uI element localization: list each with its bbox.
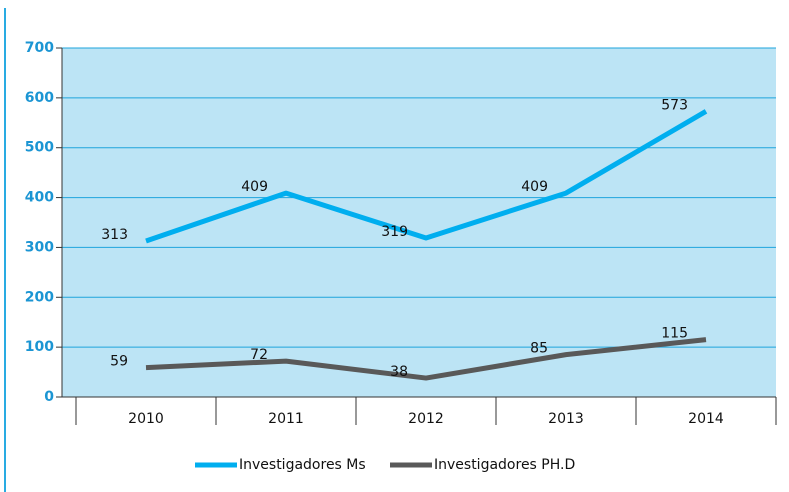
y-tick-label: 500 xyxy=(25,140,54,156)
series-line xyxy=(145,109,708,244)
data-label: 85 xyxy=(530,341,548,357)
y-tick-label: 600 xyxy=(25,90,54,106)
data-label: 38 xyxy=(390,364,408,380)
y-tick-label: 300 xyxy=(25,239,54,255)
data-label: 409 xyxy=(521,179,548,195)
x-tick-label: 2012 xyxy=(408,411,444,427)
x-tick-label: 2010 xyxy=(128,411,164,427)
data-label: 573 xyxy=(661,97,688,113)
y-tick-label: 700 xyxy=(25,40,54,56)
data-label: 72 xyxy=(250,347,268,363)
x-tick-label: 2014 xyxy=(688,411,724,427)
data-label: 115 xyxy=(661,326,688,342)
legend-label: Investigadores Ms xyxy=(239,457,366,473)
plot-area xyxy=(62,48,776,397)
data-label: 319 xyxy=(381,224,408,240)
data-label: 59 xyxy=(110,354,128,370)
x-tick-label: 2011 xyxy=(268,411,304,427)
y-tick-label: 400 xyxy=(25,190,54,206)
legend-label: Investigadores PH.D xyxy=(434,457,575,473)
data-label: 409 xyxy=(241,179,268,195)
x-tick-label: 2013 xyxy=(548,411,584,427)
y-tick-label: 0 xyxy=(44,389,54,405)
data-label: 313 xyxy=(101,227,128,243)
series-line xyxy=(145,337,707,381)
y-tick-label: 100 xyxy=(25,339,54,355)
y-tick-label: 200 xyxy=(25,289,54,305)
